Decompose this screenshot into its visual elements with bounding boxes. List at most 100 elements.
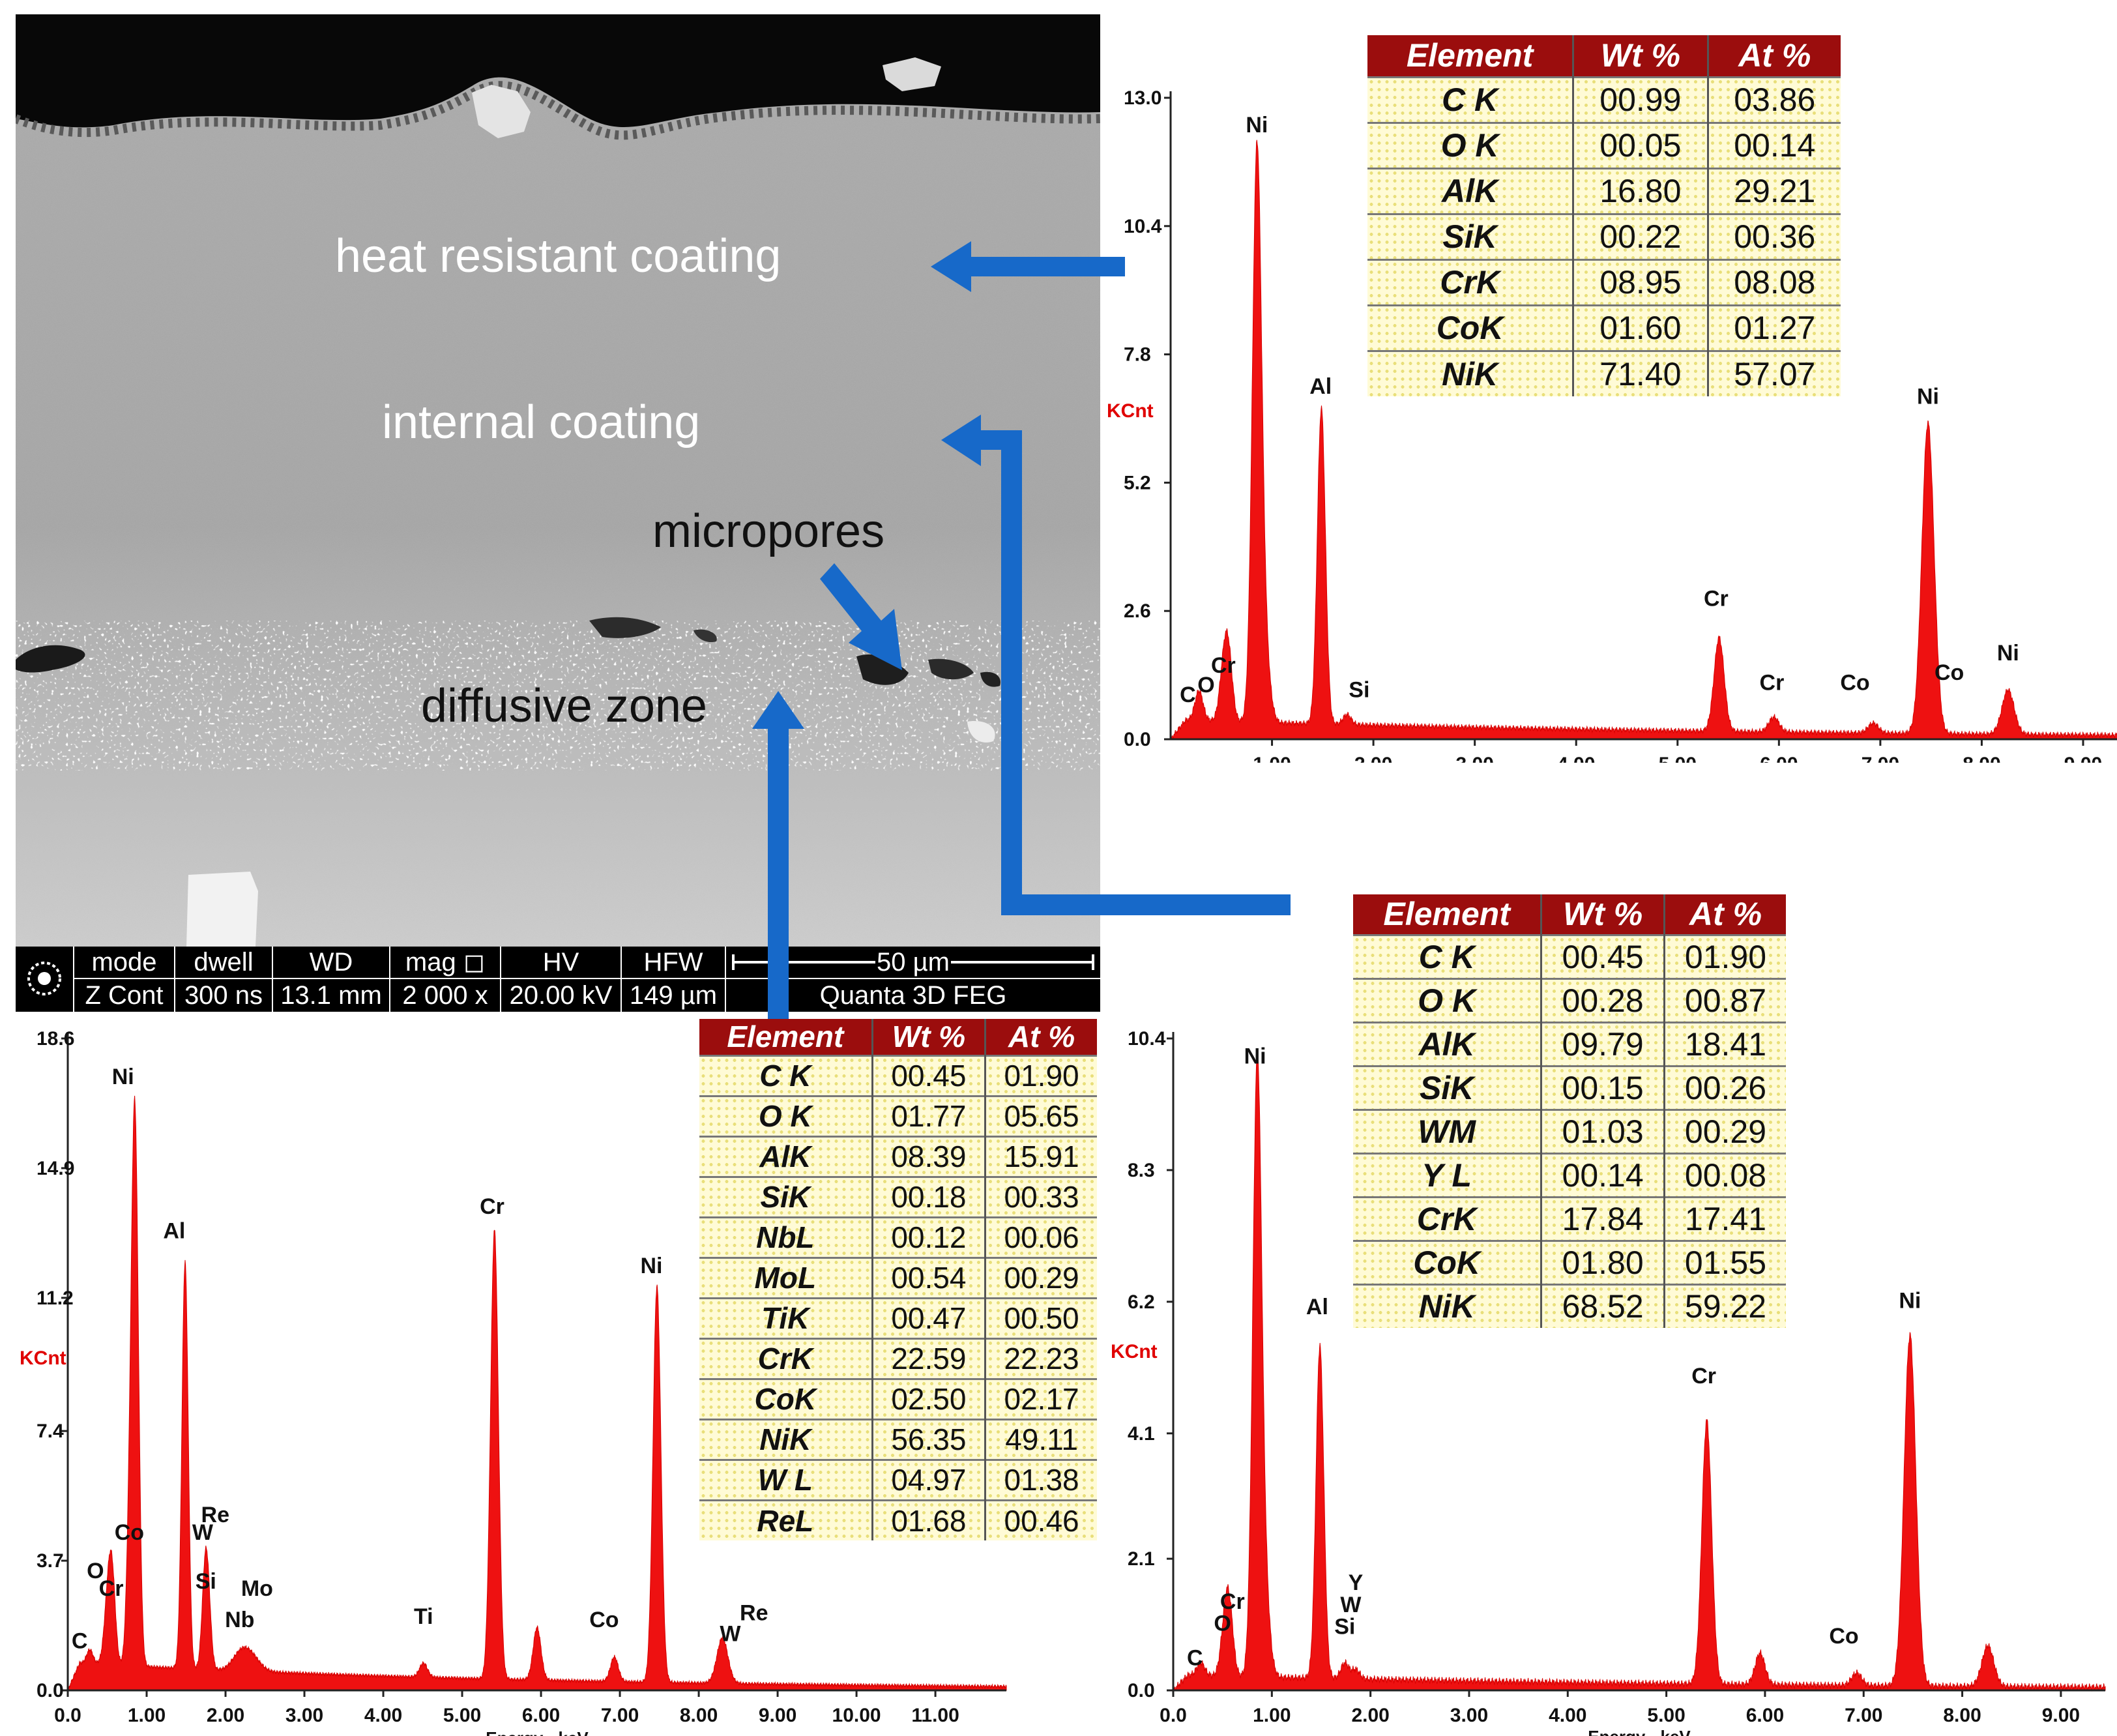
wt-percent-cell: 00.45 — [1540, 934, 1665, 978]
table-row: CrK 17.84 17.41 — [1353, 1196, 1786, 1241]
at-percent-cell: 01.55 — [1663, 1239, 1786, 1284]
table-row: CrK 22.59 22.23 — [699, 1337, 1097, 1379]
table-header: Element — [1367, 35, 1573, 77]
peak-label: Si — [1349, 678, 1369, 703]
spectrum-area — [1170, 140, 2117, 740]
at-percent-cell: 01.90 — [984, 1054, 1097, 1096]
wt-percent-cell: 00.99 — [1572, 76, 1708, 123]
table-header-row: Element Wt % At % — [699, 1019, 1097, 1055]
peak-label: Cr — [1691, 1364, 1716, 1389]
edx-spectrum-bottom-left: 0.0 3.7 7.4 11.2 14.9 18.6 0.0 1.00 2.00 3.00 4.00… — [20, 1028, 1007, 1736]
databar-wd: WD 13.1 mm — [273, 947, 390, 1012]
peak-label: Cr — [1704, 587, 1729, 611]
peak-label: O — [87, 1559, 104, 1583]
peak-label: Ni — [1246, 113, 1268, 138]
peak-label: C — [72, 1628, 88, 1653]
sem-micrograph: heat resistant coating internal coating … — [16, 14, 1100, 1012]
table-header: At % — [1706, 35, 1841, 77]
label-diffusive-zone: diffusive zone — [421, 680, 707, 732]
x-tick-label: 6.00 — [522, 1705, 560, 1726]
x-tick-label: 5.00 — [1647, 1705, 1685, 1726]
y-tick-label: 18.6 — [36, 1028, 74, 1050]
peak-label: Cr — [480, 1194, 504, 1219]
peak-label: Co — [1840, 670, 1869, 695]
element-cell: Y L — [1353, 1152, 1541, 1197]
at-percent-cell: 00.36 — [1706, 213, 1841, 259]
wt-percent-cell: 56.35 — [871, 1418, 986, 1460]
peak-label: Si — [196, 1569, 216, 1594]
x-tick-label: 2.00 — [207, 1705, 244, 1726]
x-tick-label: 2.00 — [1354, 754, 1392, 763]
wt-percent-cell: 00.47 — [871, 1297, 986, 1338]
databar-scale: 50 µm Quanta 3D FEG — [726, 947, 1100, 1012]
element-cell: O K — [699, 1095, 873, 1136]
element-cell: NiK — [1367, 349, 1573, 396]
wt-percent-cell: 01.80 — [1540, 1239, 1665, 1284]
x-axis-label: Energy - keV — [486, 1728, 589, 1736]
table-row: O K 00.05 00.14 — [1367, 121, 1841, 168]
wt-percent-cell: 00.45 — [871, 1054, 986, 1096]
y-tick-label: 2.1 — [1128, 1548, 1155, 1570]
scale-bar — [732, 949, 1094, 975]
x-tick-label: 8.00 — [1963, 754, 2000, 763]
table-row: TiK 00.47 00.50 — [699, 1297, 1097, 1338]
peak-label: W — [1340, 1593, 1362, 1617]
element-cell: CrK — [1367, 258, 1573, 305]
at-percent-cell: 18.41 — [1663, 1021, 1786, 1066]
x-tick-label: 3.00 — [1450, 1705, 1488, 1726]
table-row: C K 00.45 01.90 — [1353, 934, 1786, 978]
y-tick-label: 5.2 — [1124, 472, 1151, 493]
element-cell: MoL — [699, 1256, 873, 1298]
table-row: SiK 00.15 00.26 — [1353, 1065, 1786, 1110]
peak-label: C — [1187, 1646, 1203, 1671]
y-tick-label: 8.3 — [1128, 1160, 1155, 1181]
wt-percent-cell: 01.77 — [871, 1095, 986, 1136]
y-tick-label: 14.9 — [36, 1158, 74, 1179]
at-percent-cell: 00.87 — [1663, 977, 1786, 1022]
instrument-name: Quanta 3D FEG — [819, 981, 1007, 1010]
sem-image — [16, 14, 1100, 947]
edx-spectrum-top-right: 0.0 2.6 5.2 7.8 10.4 13.0 1.00 2.00 3.00 4.00 5.00… — [1107, 87, 2117, 763]
at-percent-cell: 01.38 — [984, 1458, 1097, 1500]
at-percent-cell: 57.07 — [1706, 349, 1841, 396]
x-axis-label: Energy - keV — [1588, 1727, 1691, 1736]
table-row: SiK 00.18 00.33 — [699, 1175, 1097, 1217]
at-percent-cell: 01.90 — [1663, 934, 1786, 978]
x-tick-label: 7.00 — [1845, 1705, 1882, 1726]
table-row: CoK 02.50 02.17 — [699, 1377, 1097, 1419]
at-percent-cell: 00.46 — [984, 1499, 1097, 1540]
at-percent-cell: 08.08 — [1706, 258, 1841, 305]
y-axis-label: KCnt — [1111, 1341, 1158, 1362]
y-axis-label: KCnt — [1107, 400, 1154, 422]
wt-percent-cell: 01.03 — [1540, 1108, 1665, 1153]
element-cell: C K — [1367, 76, 1573, 123]
y-axis-label: KCnt — [20, 1347, 66, 1369]
at-percent-cell: 00.29 — [1663, 1108, 1786, 1153]
table-row: C K 00.99 03.86 — [1367, 76, 1841, 123]
x-tick-label: 1.00 — [1253, 754, 1291, 763]
wt-percent-cell: 01.68 — [871, 1499, 986, 1540]
x-tick-label: 10.00 — [832, 1705, 881, 1726]
at-percent-cell: 49.11 — [984, 1418, 1097, 1460]
peak-label: Co — [1934, 660, 1964, 685]
label-internal-coating: internal coating — [382, 396, 701, 449]
element-cell: WM — [1353, 1108, 1541, 1153]
peak-label: Re — [201, 1503, 229, 1527]
x-tick-label: 1.00 — [128, 1705, 166, 1726]
table-row: Y L 00.14 00.08 — [1353, 1152, 1786, 1197]
peak-label: Co — [589, 1608, 619, 1632]
element-cell: AlK — [1353, 1021, 1541, 1066]
peak-label: W — [192, 1520, 214, 1545]
wt-percent-cell: 00.05 — [1572, 121, 1708, 168]
at-percent-cell: 01.27 — [1706, 304, 1841, 351]
peak-label: Al — [1306, 1295, 1328, 1319]
peak-label: Ni — [1997, 641, 2019, 666]
peak-label: Cr — [1760, 670, 1785, 695]
table-header: Element — [1353, 894, 1541, 935]
y-tick-label: 7.4 — [36, 1420, 64, 1442]
peak-label: Ni — [1899, 1288, 1921, 1313]
wt-percent-cell: 00.15 — [1540, 1065, 1665, 1110]
x-tick-label: 0.0 — [1160, 1705, 1187, 1726]
y-tick-label: 10.4 — [1124, 216, 1162, 237]
